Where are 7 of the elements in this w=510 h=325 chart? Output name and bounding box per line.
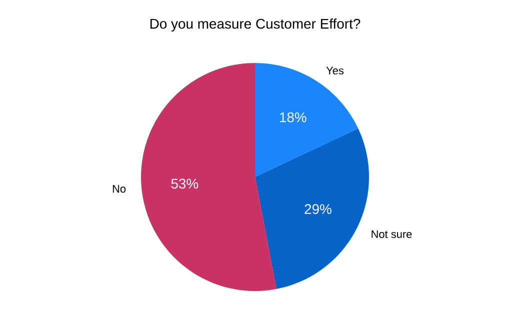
slice-label: Not sure [372,230,412,238]
data-label: 53% [171,178,198,189]
data-label: 29% [304,204,332,214]
slice-label: No [112,185,126,193]
data-label: 18% [280,112,306,122]
chart-title: Do you measure Customer Effort? [150,18,360,32]
slice-label: Yes [326,66,344,74]
